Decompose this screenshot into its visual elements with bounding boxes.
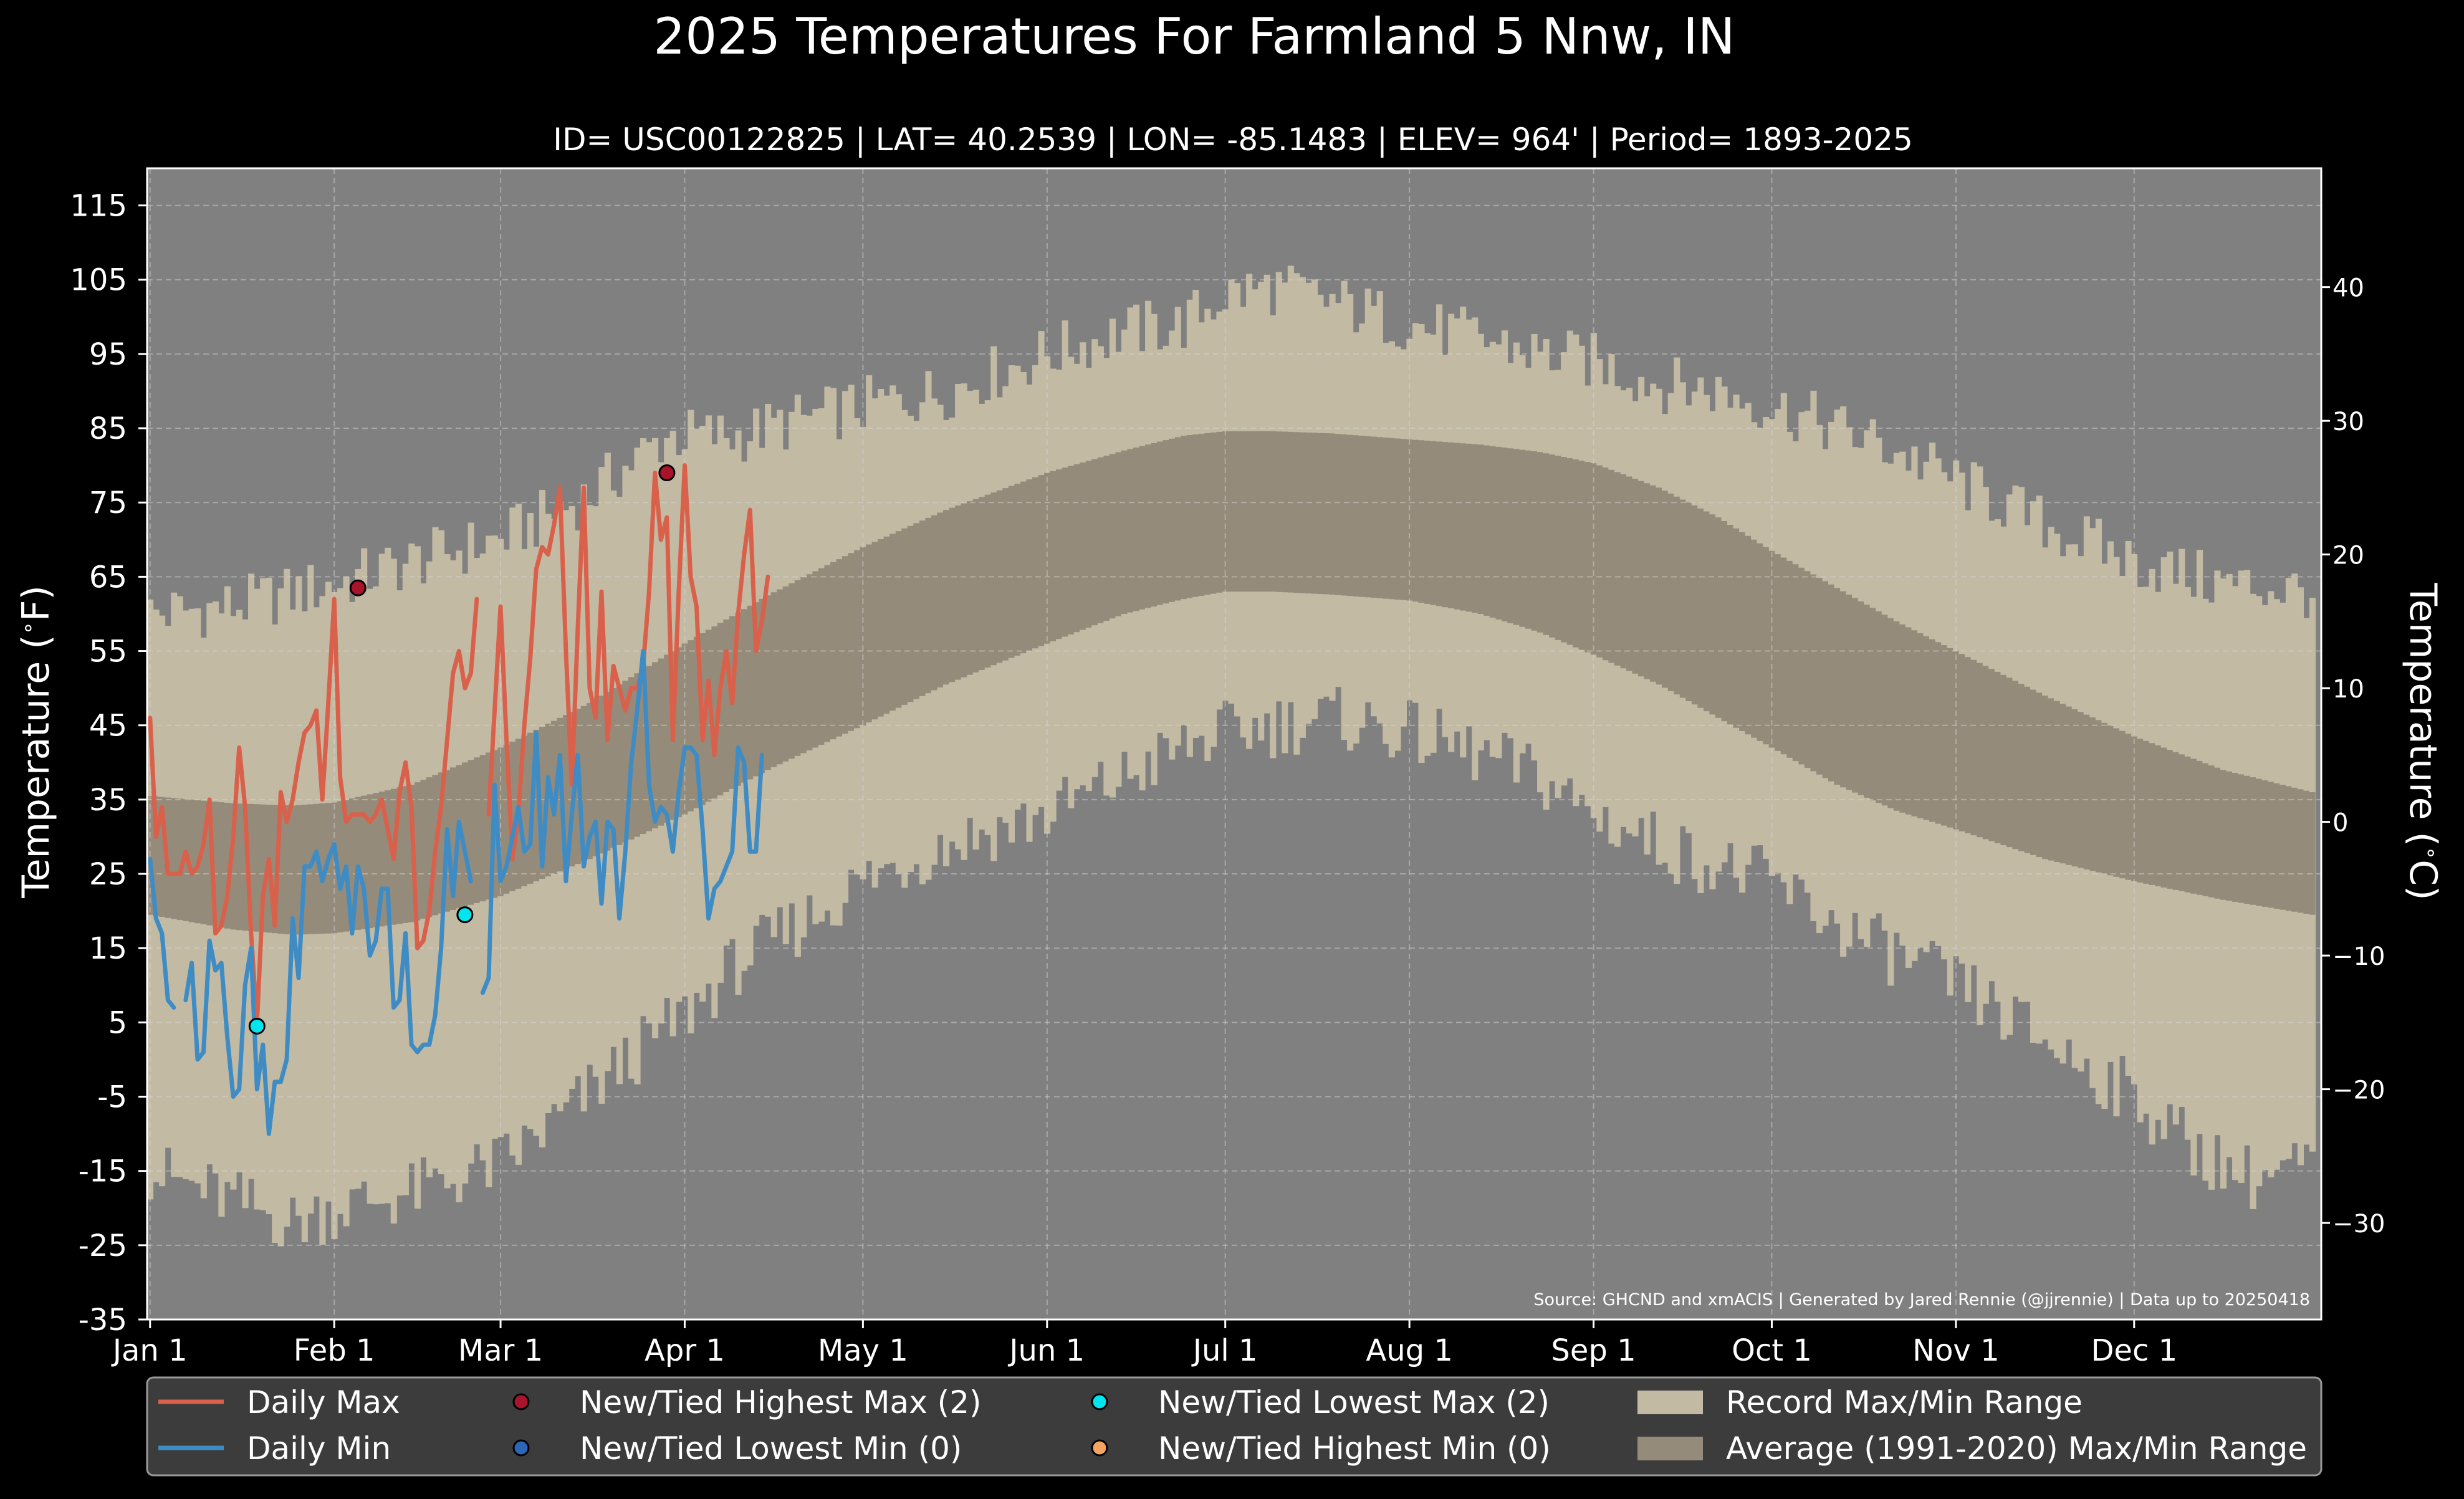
y-right-tick-label: −20 bbox=[2332, 1076, 2385, 1105]
y-tick-label: 105 bbox=[70, 263, 127, 298]
record-marker bbox=[248, 1017, 266, 1035]
y-right-tick-label: −30 bbox=[2332, 1210, 2385, 1238]
y-tick-label: 85 bbox=[89, 411, 127, 446]
y-axis-label-right: Temperature (∘C) bbox=[2401, 582, 2445, 900]
x-tick-label: Oct 1 bbox=[1732, 1333, 1812, 1368]
y-tick-label: 55 bbox=[89, 635, 127, 669]
chart-subtitle: ID= USC00122825 | LAT= 40.2539 | LON= -8… bbox=[553, 122, 1913, 158]
legend-swatch-marker bbox=[1091, 1439, 1108, 1457]
y-axis-right: 40 30 20 10 0 −10 −20 −30 bbox=[2321, 274, 2385, 1238]
x-tick-label: Jun 1 bbox=[1007, 1333, 1085, 1368]
plot-frame bbox=[146, 167, 2323, 1321]
y-tick-label: 115 bbox=[70, 189, 127, 224]
record-range-bar bbox=[272, 624, 279, 1243]
grid-lines bbox=[147, 168, 2321, 1320]
legend-label: Average (1991-2020) Max/Min Range bbox=[1726, 1430, 2307, 1467]
y-tick-label: 5 bbox=[108, 1005, 127, 1040]
y-tick-label: 15 bbox=[89, 931, 127, 966]
y-axis-left: 115 105 95 85 75 65 55 45 35 25 15 5 -5 -15 -25 -35 bbox=[70, 189, 147, 1338]
legend-label: Daily Min bbox=[247, 1430, 391, 1467]
y-tick-label: 95 bbox=[89, 337, 127, 372]
x-tick-label: Nov 1 bbox=[1912, 1333, 1999, 1368]
y-axis-label-left: Temperature (∘F) bbox=[14, 585, 58, 899]
y-right-tick-label: −10 bbox=[2332, 942, 2385, 971]
x-tick-label: May 1 bbox=[818, 1333, 908, 1368]
legend-label: Record Max/Min Range bbox=[1726, 1384, 2083, 1420]
y-right-tick-label: 20 bbox=[2332, 542, 2364, 570]
y-right-tick-label: 40 bbox=[2332, 274, 2364, 303]
x-tick-label: Jan 1 bbox=[111, 1333, 188, 1368]
normal-range-area bbox=[147, 431, 2316, 935]
y-right-tick-label: 30 bbox=[2332, 408, 2364, 436]
legend-swatch-marker bbox=[1091, 1393, 1108, 1410]
legend-label: New/Tied Highest Min (0) bbox=[1158, 1430, 1551, 1467]
y-tick-label: -5 bbox=[97, 1080, 127, 1115]
record-marker bbox=[456, 906, 474, 924]
legend-swatch-marker bbox=[512, 1393, 530, 1410]
legend-label: New/Tied Lowest Max (2) bbox=[1158, 1384, 1550, 1420]
legend-label: New/Tied Highest Max (2) bbox=[580, 1384, 982, 1420]
x-tick-label: Feb 1 bbox=[294, 1333, 375, 1368]
legend-label: Daily Max bbox=[247, 1384, 400, 1420]
y-tick-label: 45 bbox=[89, 709, 127, 744]
legend-box bbox=[146, 1376, 2323, 1477]
record-marker bbox=[658, 464, 676, 482]
y-tick-label: -15 bbox=[79, 1154, 127, 1189]
y-tick-label: 75 bbox=[89, 486, 127, 520]
x-axis: Jan 1 Feb 1 Mar 1 Apr 1 May 1 Jun 1 Jul 1 Aug 1… bbox=[111, 1319, 2177, 1368]
legend-swatch-patch bbox=[1637, 1391, 1703, 1414]
legend: Daily Max Daily Min New/Tied Highest Max (… bbox=[146, 1376, 2323, 1477]
x-tick-label: Apr 1 bbox=[645, 1333, 725, 1368]
y-tick-label: -25 bbox=[79, 1228, 127, 1263]
record-marker bbox=[349, 579, 367, 596]
source-note: Source: GHCND and xmACIS | Generated by … bbox=[1533, 1290, 2310, 1310]
record-markers bbox=[248, 464, 676, 1035]
x-tick-label: Mar 1 bbox=[458, 1333, 543, 1368]
daily-max-line bbox=[148, 463, 770, 1025]
x-tick-label: Dec 1 bbox=[2091, 1333, 2177, 1368]
y-tick-label: -35 bbox=[79, 1303, 127, 1338]
x-tick-label: Sep 1 bbox=[1551, 1333, 1636, 1368]
y-tick-label: 25 bbox=[89, 857, 127, 892]
y-right-tick-label: 0 bbox=[2332, 809, 2348, 838]
legend-label: New/Tied Lowest Min (0) bbox=[580, 1430, 962, 1467]
y-right-tick-label: 10 bbox=[2332, 675, 2364, 704]
legend-swatch-marker bbox=[512, 1439, 530, 1457]
data-series bbox=[148, 463, 770, 1136]
legend-swatch-patch bbox=[1637, 1437, 1703, 1460]
x-tick-label: Aug 1 bbox=[1366, 1333, 1453, 1368]
x-tick-label: Jul 1 bbox=[1191, 1333, 1258, 1368]
chart-title: 2025 Temperatures For Farmland 5 Nnw, IN bbox=[653, 7, 1735, 65]
y-tick-label: 65 bbox=[89, 560, 127, 595]
y-tick-label: 35 bbox=[89, 783, 127, 818]
normal-range-band bbox=[147, 431, 2316, 935]
daily-min-line bbox=[148, 649, 764, 1136]
